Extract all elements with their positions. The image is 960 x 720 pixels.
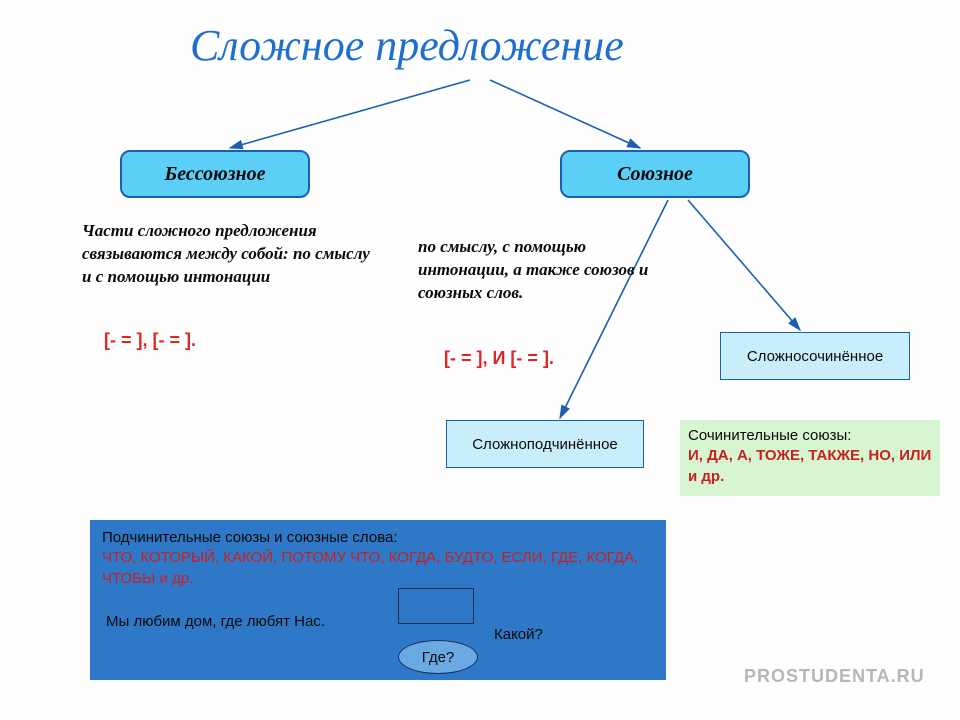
main-clause-rect [398,588,474,624]
node-bessoyuznoe-label: Бессоюзное [165,163,266,186]
greenbox-line2: И, ДА, А, ТОЖЕ, ТАКЖЕ, НО, ИЛИ и др. [688,446,932,487]
paragraph-right: по смыслу, с помощью интонации, а также … [418,236,678,305]
node-slozhnosochinennoe-label: Сложносочинённое [747,348,883,365]
question-ellipse: Где? [398,640,478,674]
schema-right: [- = ], И [- = ]. [444,348,554,369]
node-soyuznoe-label: Союзное [617,163,693,186]
paragraph-left: Части сложного предложения связываются м… [82,220,382,289]
question-label: Какой? [494,626,543,643]
slide-title: Сложное предложение [190,20,624,71]
bluebox-line2: ЧТО, КОТОРЫЙ, КАКОЙ, ПОТОМУ ЧТО, КОГДА, … [102,548,654,589]
node-slozhnosochinennoe: Сложносочинённое [720,332,910,380]
node-bessoyuznoe: Бессоюзное [120,150,310,198]
question-ellipse-label: Где? [422,649,455,666]
greenbox-coordinating: Сочинительные союзы: И, ДА, А, ТОЖЕ, ТАК… [680,420,940,496]
schema-left: [- = ], [- = ]. [104,330,196,351]
node-slozhnopodchinennoe: Сложноподчинённое [446,420,644,468]
bluebox-subordinating: Подчинительные союзы и союзные слова: ЧТ… [90,520,666,680]
watermark: PROSTUDENTA.RU [744,666,925,687]
bluebox-line1: Подчинительные союзы и союзные слова: [102,528,654,548]
node-soyuznoe: Союзное [560,150,750,198]
slide-root: Сложное предложение Бессоюзное Союзное С… [0,0,960,720]
greenbox-line1: Сочинительные союзы: [688,426,932,446]
example-sentence: Мы любим дом, где любят Нас. [106,612,346,632]
node-slozhnopodchinennoe-label: Сложноподчинённое [472,436,618,453]
